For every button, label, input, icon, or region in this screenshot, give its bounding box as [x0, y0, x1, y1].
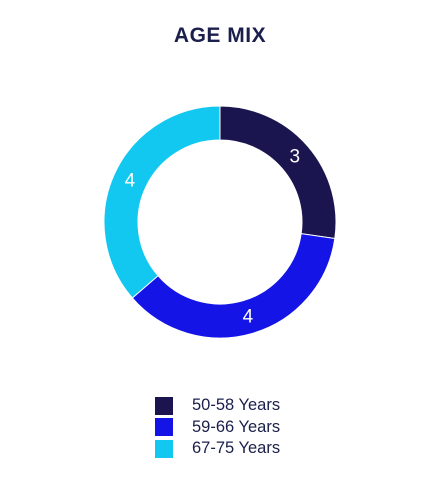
legend: 50-58 Years 59-66 Years 67-75 Years	[155, 395, 280, 460]
legend-swatch	[155, 418, 173, 437]
legend-swatch	[155, 396, 173, 415]
donut-slice-1	[219, 105, 337, 240]
legend-item: 59-66 Years	[155, 417, 280, 439]
legend-label: 50-58 Years	[192, 396, 281, 415]
slice-value-label-1: 3	[290, 147, 301, 168]
donut-slice-3	[103, 105, 221, 299]
slice-value-label-2: 4	[243, 306, 254, 327]
legend-label: 59-66 Years	[192, 417, 281, 436]
legend-label: 67-75 Years	[192, 439, 281, 458]
chart-title: AGE MIX	[173, 24, 267, 47]
legend-item: 67-75 Years	[155, 438, 280, 460]
donut-slice-2	[131, 233, 336, 339]
legend-swatch	[155, 439, 173, 458]
legend-item: 50-58 Years	[155, 395, 280, 417]
slice-value-label-3: 4	[125, 170, 136, 191]
